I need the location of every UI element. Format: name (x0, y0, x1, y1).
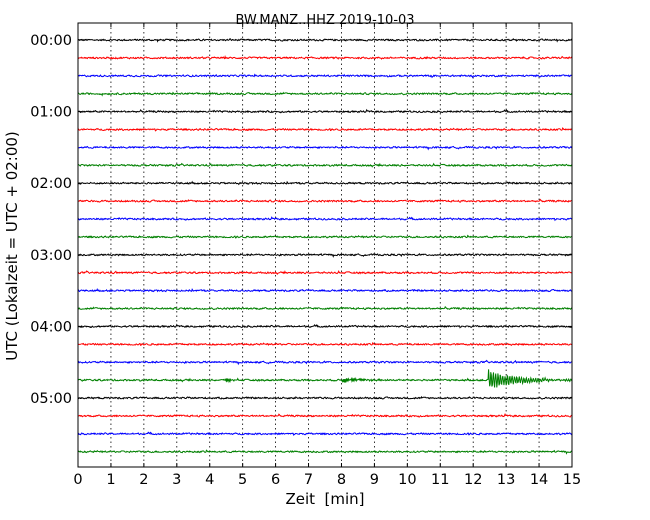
trace-0045 (77, 91, 573, 97)
trace-0230 (77, 216, 573, 222)
trace-0200 (77, 180, 573, 186)
trace-group (77, 37, 573, 455)
y-tick-label: 00:00 (30, 33, 72, 49)
trace-0415 (77, 341, 573, 346)
x-tick-label: 2 (139, 472, 148, 488)
trace-0245 (77, 234, 573, 239)
x-tick-label: 11 (431, 472, 449, 488)
trace-0215 (77, 198, 573, 203)
trace-0330 (77, 287, 573, 293)
trace-0100 (77, 108, 573, 114)
x-tick-label: 8 (337, 472, 346, 488)
trace-0030 (77, 73, 573, 79)
trace-0130 (77, 145, 573, 151)
trace-0345 (77, 305, 573, 311)
trace-0515 (77, 413, 573, 418)
x-tick-label: 1 (106, 472, 115, 488)
trace-0400 (77, 323, 573, 329)
grid-lines (110, 23, 540, 467)
trace-0430 (77, 359, 573, 366)
x-tick-label: 7 (304, 472, 313, 488)
x-tick-label: 3 (172, 472, 181, 488)
x-axis-label: Zeit [min] (285, 490, 364, 508)
trace-0145 (77, 162, 573, 168)
plot-frame (77, 22, 573, 468)
chart-title: BW.MANZ..HHZ 2019-10-03 (235, 13, 414, 28)
y-axis-ticks: 00:00 01:00 02:00 03:00 04:00 05:00 (30, 33, 572, 407)
x-tick-label: 0 (73, 472, 82, 488)
trace-0300 (77, 252, 573, 258)
y-tick-label: 02:00 (30, 176, 72, 192)
trace-0445 (77, 369, 573, 388)
x-tick-label: 14 (530, 472, 548, 488)
y-axis-label: UTC (Lokalzeit = UTC + 02:00) (3, 131, 21, 361)
x-tick-label: 13 (497, 472, 515, 488)
x-tick-label: 15 (563, 472, 581, 488)
x-tick-label: 5 (238, 472, 247, 488)
x-tick-label: 9 (370, 472, 379, 488)
x-tick-label: 6 (271, 472, 280, 488)
y-tick-label: 01:00 (30, 105, 72, 121)
x-axis-ticks: 0 1 2 3 4 5 6 7 8 9 10 11 12 13 14 15 (73, 23, 581, 488)
trace-0015 (77, 55, 573, 60)
x-tick-label: 4 (205, 472, 214, 488)
trace-0115 (77, 127, 573, 132)
y-tick-label: 05:00 (30, 391, 72, 407)
y-tick-label: 04:00 (30, 319, 72, 335)
trace-0315 (77, 270, 573, 276)
trace-0530 (77, 431, 573, 437)
trace-0000 (77, 37, 573, 43)
x-tick-label: 10 (398, 472, 416, 488)
trace-0545 (77, 449, 573, 455)
y-tick-label: 03:00 (30, 248, 72, 264)
trace-0500 (77, 395, 573, 400)
x-tick-label: 12 (464, 472, 482, 488)
